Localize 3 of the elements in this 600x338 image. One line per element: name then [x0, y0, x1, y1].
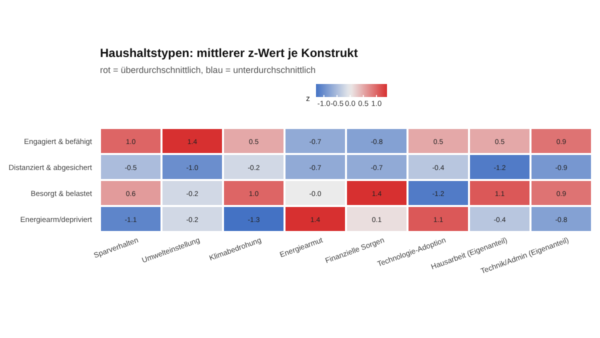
chart-subtitle: rot = überdurchschnittlich, blau = unterdurchschnittlich	[100, 65, 316, 75]
chart-title: Haushaltstypen: mittlerer z-Wert je Konstrukt	[100, 46, 358, 60]
color-bar-title: z	[306, 94, 310, 103]
